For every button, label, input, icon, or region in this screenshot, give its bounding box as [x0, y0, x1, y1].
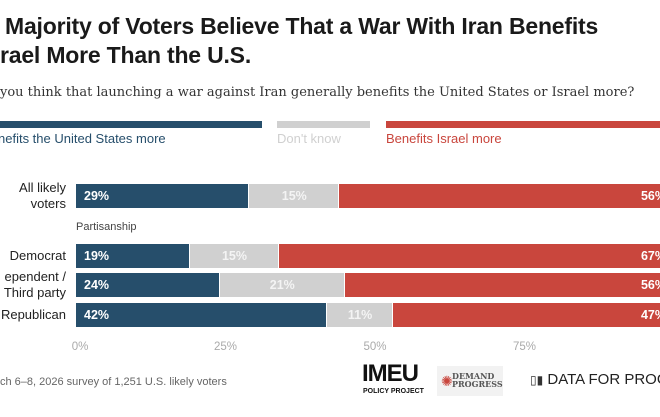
- bar-chart-icon: ▯▮: [530, 373, 544, 387]
- category-label: Democrat: [9, 248, 66, 263]
- legend-label: nefits the United States more: [0, 131, 166, 146]
- bar-segment: [76, 303, 327, 327]
- data-label: 15%: [221, 249, 247, 263]
- data-label: 24%: [84, 278, 110, 292]
- bar-segment: [345, 273, 660, 297]
- data-label: 19%: [84, 249, 110, 263]
- bar-segment: [249, 184, 339, 208]
- legend-label: Benefits Israel more: [386, 131, 502, 146]
- bar-segment: [219, 273, 345, 297]
- legend-swatch: [0, 121, 262, 128]
- bar-segment: [279, 244, 660, 268]
- legend-label: Don't know: [277, 131, 341, 146]
- imeu-logo-subtitle: POLICY PROJECT: [363, 388, 424, 395]
- x-tick-label: 25%: [213, 341, 238, 353]
- category-label: Republican: [0, 307, 66, 322]
- data-label: 15%: [281, 189, 307, 203]
- legend-swatch: [386, 121, 660, 128]
- group-label-partisanship: Partisanship: [76, 221, 137, 233]
- demand-progress-text: DEMAND PROGRESS: [452, 371, 503, 389]
- data-label: 56%: [640, 278, 660, 292]
- bar-segment: [76, 244, 189, 268]
- chart-title-line2: rael More Than the U.S.: [0, 42, 252, 68]
- bar-segment: [327, 303, 392, 327]
- data-label: 56%: [640, 189, 660, 203]
- data-label: 11%: [347, 308, 373, 322]
- x-tick-label: 75%: [512, 341, 537, 353]
- data-for-progress-logo: ▯▮ DATA FOR PROGRES: [530, 371, 660, 388]
- category-label: ependent / Third party: [3, 269, 66, 300]
- x-tick-label: 50%: [363, 341, 387, 353]
- bar-segment: [76, 184, 249, 208]
- data-label: 47%: [640, 308, 660, 322]
- legend-swatch: [277, 121, 370, 128]
- data-label: 67%: [640, 249, 660, 263]
- demand-progress-icon: ✺: [441, 373, 453, 389]
- category-label: All likely voters: [19, 180, 66, 211]
- source-note: ch 6–8, 2026 survey of 1,251 U.S. likely…: [0, 376, 227, 388]
- data-label: 42%: [84, 308, 110, 322]
- bar-segment: [76, 273, 219, 297]
- bar-segment: [189, 244, 279, 268]
- data-label: 29%: [84, 189, 110, 203]
- bar-segment: [339, 184, 660, 208]
- chart-title-line1: Majority of Voters Believe That a War Wi…: [5, 13, 599, 39]
- bar-segment: [392, 303, 660, 327]
- imeu-logo: IMEU: [362, 360, 419, 387]
- chart-subtitle: you think that launching a war against I…: [0, 85, 635, 100]
- demand-progress-logo: [437, 366, 503, 396]
- x-tick-label: 0%: [71, 341, 89, 353]
- data-label: 21%: [269, 278, 295, 292]
